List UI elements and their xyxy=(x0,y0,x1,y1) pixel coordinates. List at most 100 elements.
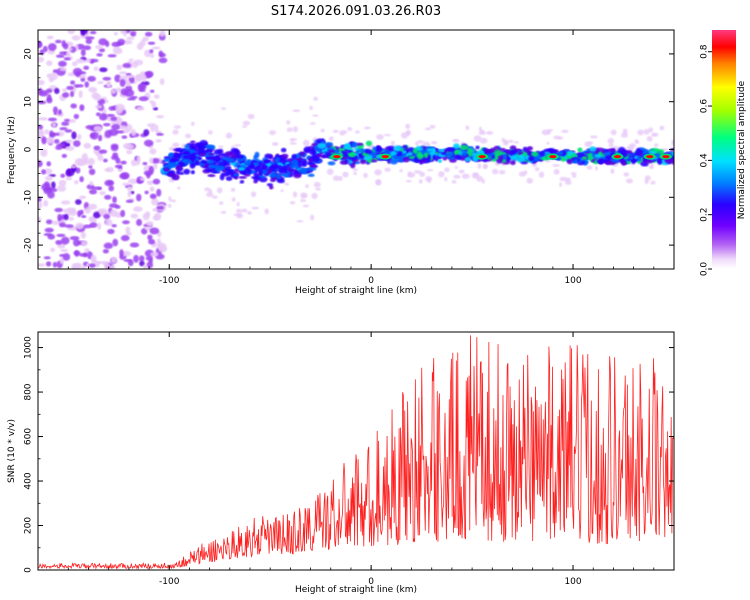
spectrogram-faint-cell xyxy=(623,172,630,177)
spectrogram-noise-cell xyxy=(151,157,160,164)
spectrogram-faint-cell xyxy=(648,127,654,133)
spectrogram-noise-cell xyxy=(126,149,133,155)
spectrogram-band-cell xyxy=(448,156,455,160)
spectrogram-noise-cell xyxy=(99,67,108,73)
spectrogram-band-cell xyxy=(635,149,644,154)
spectrogram-noise-cell xyxy=(46,60,53,67)
spectrogram-noise-cell xyxy=(130,213,139,219)
spectrogram-noise-cell xyxy=(113,31,118,36)
spectrogram-faint-cell xyxy=(508,139,514,143)
spectrogram-band-cell xyxy=(313,157,320,163)
spectrogram-faint-cell xyxy=(552,164,560,167)
spectrogram-noise-cell xyxy=(90,133,96,138)
spectrogram-noise-cell xyxy=(146,123,157,128)
spectrogram-band-cell xyxy=(371,159,378,163)
spectrogram-noise-cell xyxy=(142,74,147,83)
spectrogram-band-cell xyxy=(263,159,271,163)
spectrogram-faint-cell xyxy=(247,113,255,120)
spectrogram-noise-cell xyxy=(52,106,58,114)
spectrogram-noise-cell xyxy=(78,90,83,99)
spectrogram-faint-cell xyxy=(465,125,470,131)
spectrogram-band-cell xyxy=(343,143,352,150)
spectrogram-faint-cell xyxy=(553,169,560,175)
spectrogram-band-cell xyxy=(347,149,352,153)
spectrogram-faint-cell xyxy=(320,128,325,133)
spectrogram-noise-cell xyxy=(38,196,42,203)
spectrogram-faint-cell xyxy=(247,210,252,215)
spectrogram-faint-cell xyxy=(292,191,298,198)
spectrogram-band-cell xyxy=(342,151,350,158)
spectrogram-noise-cell xyxy=(49,72,58,81)
spectrogram-faint-cell xyxy=(337,176,343,182)
spectrogram-band-cell xyxy=(274,157,281,164)
spectrogram-noise-cell xyxy=(143,263,148,269)
spectrogram-faint-cell xyxy=(313,96,318,101)
spectrogram-band-cell xyxy=(452,143,460,150)
spectrogram-faint-cell xyxy=(271,141,279,146)
spectrogram-band-cell xyxy=(183,154,191,160)
spectrogram-noise-cell xyxy=(149,193,157,200)
spectrogram-faint-cell xyxy=(572,174,577,178)
spectrogram-noise-cell xyxy=(53,139,60,144)
spectrogram-band-cell xyxy=(459,144,469,151)
spectrogram-image xyxy=(38,30,674,269)
spectrogram-faint-cell xyxy=(236,201,240,207)
spectrogram-faint-cell xyxy=(478,131,486,135)
spectrogram-noise-cell xyxy=(58,179,67,186)
spectrogram-noise-cell xyxy=(89,189,97,195)
spectrogram-noise-cell xyxy=(95,45,104,50)
spectrogram-band-cell xyxy=(286,158,293,162)
spectrogram-noise-cell xyxy=(74,158,85,166)
spectrogram-noise-cell xyxy=(38,41,42,48)
spectrogram-noise-cell xyxy=(64,224,74,228)
spectrogram-noise-cell xyxy=(63,118,70,122)
spectrogram-faint-cell xyxy=(309,122,316,125)
spectrogram-noise-cell xyxy=(111,155,119,161)
spectrogram-faint-cell xyxy=(190,121,195,126)
spectrogram-noise-cell xyxy=(104,219,113,226)
spectrogram-noise-cell xyxy=(54,87,60,94)
spectrogram-noise-cell xyxy=(81,240,88,247)
spectrogram-band-cell xyxy=(628,156,634,160)
spectrogram-noise-cell xyxy=(62,92,70,98)
spectrogram-noise-cell xyxy=(152,207,159,212)
spectrogram-noise-cell xyxy=(39,90,48,97)
spectrogram-band-cell xyxy=(462,150,468,157)
spectrogram-noise-cell xyxy=(139,177,146,182)
spectrogram-band-cell xyxy=(269,185,274,190)
spectrogram-band-cell xyxy=(173,153,183,159)
spectrogram-faint-cell xyxy=(559,176,567,182)
spectrogram-noise-cell xyxy=(109,203,119,208)
spectrogram-noise-cell xyxy=(88,263,96,268)
spectrogram-band-cell xyxy=(244,159,251,167)
spectrogram-faint-cell xyxy=(626,145,634,152)
spectrogram-faint-cell xyxy=(206,192,214,198)
spectrogram-noise-cell xyxy=(81,215,87,219)
spectrogram-faint-cell xyxy=(207,130,213,135)
spectrogram-band-cell xyxy=(437,149,446,153)
colorbar: 0.0 0.2 0.4 0.6 0.8 Normalized spectral ampl… xyxy=(700,30,747,276)
spectrogram-band-cell xyxy=(226,157,235,163)
spectrogram-faint-cell xyxy=(173,125,182,129)
spectrogram-band-cell xyxy=(234,168,239,173)
spectrogram-noise-cell xyxy=(61,121,70,126)
spectrogram-noise-cell xyxy=(120,209,126,218)
spectrogram-noise-cell xyxy=(158,245,168,253)
spectrogram-noise-cell xyxy=(45,261,52,267)
spectrogram-noise-cell xyxy=(98,149,108,154)
spectrogram-noise-cell xyxy=(46,161,52,167)
spectrogram-noise-cell xyxy=(38,100,47,105)
spectrogram-noise-cell xyxy=(109,264,116,269)
spectrogram-faint-cell xyxy=(453,174,461,179)
spectrogram-band-cell xyxy=(348,152,356,158)
spectrogram-faint-cell xyxy=(444,176,448,182)
spectrogram-band-cell xyxy=(179,162,185,167)
spectrogram-noise-cell xyxy=(83,142,92,149)
spectrogram-faint-cell xyxy=(216,187,223,194)
spectrogram-band-cell xyxy=(454,154,463,160)
spectrogram-noise-cell xyxy=(55,54,65,58)
spectrogram-band-cell xyxy=(602,159,609,163)
snr-ytick-label: 0 xyxy=(24,567,34,573)
snr-series-line xyxy=(38,335,674,570)
spectrogram-band-cell xyxy=(269,174,277,178)
